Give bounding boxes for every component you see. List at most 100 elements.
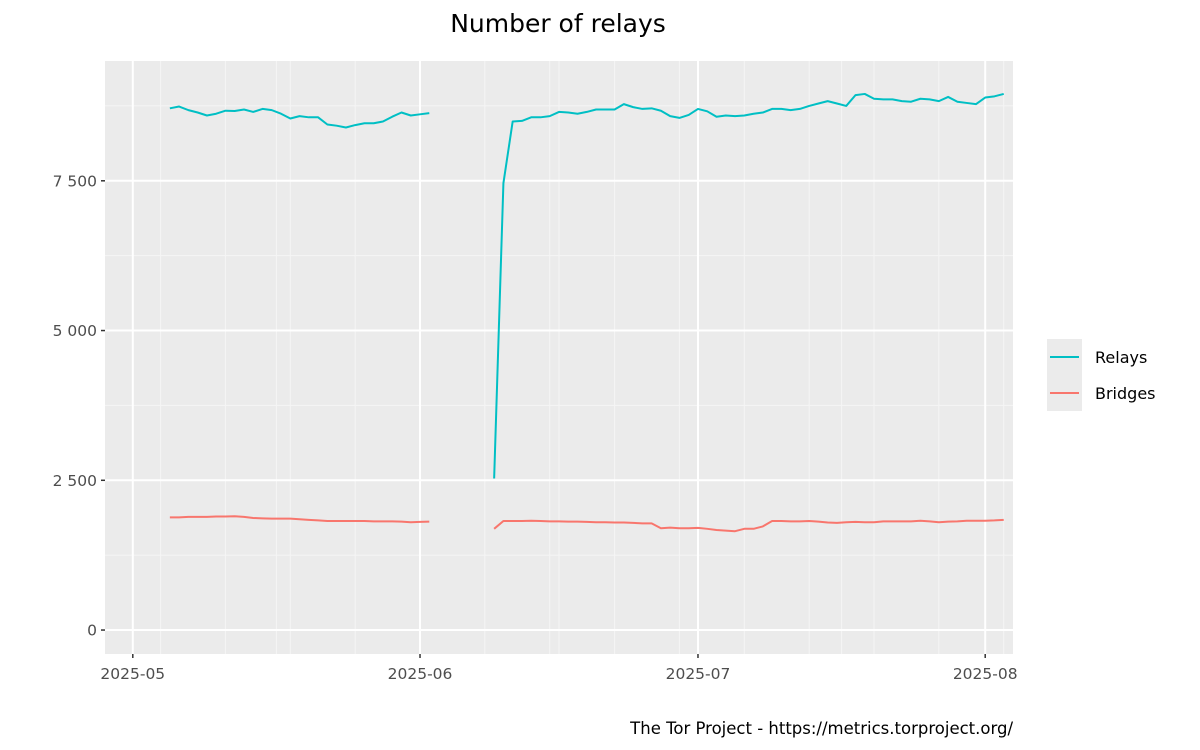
y-tick-label: 0 (87, 622, 97, 640)
legend-label-relays: Relays (1095, 348, 1147, 367)
data-point-bridges (623, 522, 625, 524)
data-point-relays (632, 106, 634, 108)
data-point-bridges (854, 521, 856, 523)
data-point-relays (197, 112, 199, 114)
data-point-relays (539, 116, 541, 118)
data-point-bridges (771, 520, 773, 522)
x-axis: 2025-05 2025-06 2025-07 2025-08 (100, 654, 1018, 683)
data-point-relays (215, 113, 217, 115)
data-point-bridges (530, 520, 532, 522)
data-point-bridges (882, 520, 884, 522)
data-point-bridges (984, 520, 986, 522)
data-point-relays (391, 116, 393, 118)
data-point-relays (706, 110, 708, 112)
y-tick-label: 2 500 (53, 472, 97, 490)
data-point-bridges (299, 518, 301, 520)
data-point-relays (502, 182, 504, 184)
series-layer (169, 92, 1004, 533)
data-point-bridges (567, 521, 569, 523)
data-point-bridges (419, 521, 421, 523)
data-point-relays (641, 108, 643, 110)
data-point-bridges (753, 528, 755, 530)
data-point-relays (660, 110, 662, 112)
data-point-bridges (892, 520, 894, 522)
data-point-relays (697, 108, 699, 110)
data-point-bridges (947, 521, 949, 523)
data-point-relays (975, 103, 977, 105)
data-point-bridges (827, 522, 829, 524)
data-point-bridges (187, 516, 189, 518)
data-point-relays (382, 121, 384, 123)
data-point-bridges (873, 521, 875, 523)
data-point-bridges (549, 520, 551, 522)
data-point-bridges (938, 521, 940, 523)
data-point-relays (308, 116, 310, 118)
y-tick-label: 5 000 (53, 322, 97, 340)
series-bridges (169, 515, 1004, 533)
data-point-bridges (354, 520, 356, 522)
data-point-bridges (641, 522, 643, 524)
data-point-bridges (845, 521, 847, 523)
data-point-bridges (966, 520, 968, 522)
data-point-relays (252, 111, 254, 113)
data-point-bridges (799, 520, 801, 522)
data-point-relays (910, 101, 912, 103)
data-point-bridges (234, 515, 236, 517)
x-tick-label: 2025-06 (388, 665, 453, 683)
data-point-relays (919, 98, 921, 100)
data-point-relays (558, 111, 560, 113)
data-point-relays (901, 100, 903, 102)
data-point-bridges (197, 516, 199, 518)
data-point-relays (836, 103, 838, 105)
data-point-bridges (910, 520, 912, 522)
data-point-relays (567, 112, 569, 114)
data-point-relays (271, 109, 273, 111)
data-point-bridges (817, 521, 819, 523)
data-point-relays (688, 114, 690, 116)
data-point-bridges (224, 516, 226, 518)
data-point-bridges (734, 530, 736, 532)
data-point-relays (586, 111, 588, 113)
data-point-relays (493, 478, 495, 480)
data-point-relays (817, 103, 819, 105)
data-point-bridges (790, 520, 792, 522)
data-point-bridges (252, 517, 254, 519)
data-point-relays (947, 96, 949, 98)
data-point-bridges (317, 519, 319, 521)
data-point-bridges (345, 520, 347, 522)
data-point-relays (984, 97, 986, 99)
x-tick-label: 2025-08 (953, 665, 1018, 683)
data-point-bridges (521, 520, 523, 522)
data-point-bridges (178, 516, 180, 518)
data-point-relays (762, 112, 764, 114)
data-point-relays (929, 98, 931, 100)
data-point-bridges (669, 527, 671, 529)
data-point-bridges (604, 521, 606, 523)
data-point-bridges (836, 522, 838, 524)
data-point-relays (289, 118, 291, 120)
data-point-bridges (780, 520, 782, 522)
data-point-bridges (762, 525, 764, 527)
data-point-relays (400, 112, 402, 114)
data-point-relays (178, 106, 180, 108)
data-point-relays (864, 93, 866, 95)
data-point-relays (549, 115, 551, 117)
data-point-relays (790, 109, 792, 111)
data-point-relays (780, 108, 782, 110)
data-point-relays (743, 115, 745, 117)
series-line-bridges (493, 518, 1004, 533)
data-point-relays (234, 110, 236, 112)
data-point-relays (577, 113, 579, 115)
data-point-relays (224, 110, 226, 112)
data-point-bridges (901, 520, 903, 522)
data-point-bridges (373, 520, 375, 522)
data-point-bridges (577, 521, 579, 523)
data-point-bridges (716, 529, 718, 531)
data-point-bridges (206, 516, 208, 518)
data-point-relays (993, 95, 995, 97)
series-relays (169, 92, 1004, 480)
data-point-relays (243, 109, 245, 111)
data-point-relays (892, 98, 894, 100)
data-point-relays (169, 107, 171, 109)
